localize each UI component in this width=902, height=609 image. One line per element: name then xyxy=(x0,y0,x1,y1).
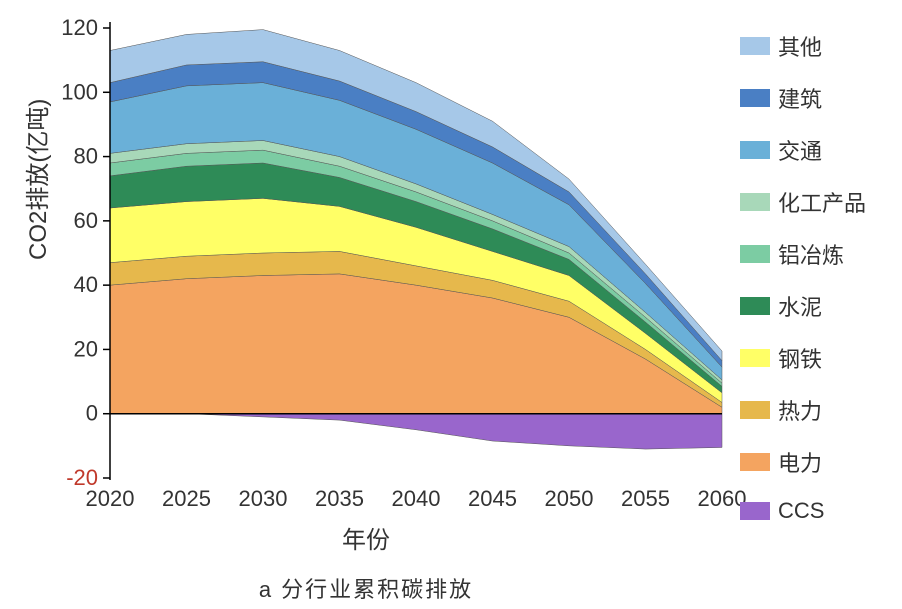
y-axis-label: CO2排放(亿吨) xyxy=(18,99,53,260)
y-tick-label: 120 xyxy=(61,15,98,40)
legend-swatch xyxy=(740,37,770,55)
legend-item-chemical: 化工产品 xyxy=(740,186,880,218)
legend-label: 电力 xyxy=(778,446,822,478)
legend-swatch xyxy=(740,297,770,315)
y-tick-label: 60 xyxy=(74,208,98,233)
x-tick-label: 2050 xyxy=(545,486,594,511)
legend-swatch xyxy=(740,401,770,419)
x-tick-label: 2055 xyxy=(621,486,670,511)
x-tick-label: 2020 xyxy=(86,486,135,511)
legend-item-steel: 钢铁 xyxy=(740,342,880,374)
y-tick-label: 0 xyxy=(86,401,98,426)
y-tick-label: 100 xyxy=(61,79,98,104)
legend-swatch xyxy=(740,141,770,159)
y-tick-label: 80 xyxy=(74,144,98,169)
y-tick-label: 40 xyxy=(74,272,98,297)
legend-label: 钢铁 xyxy=(778,342,822,374)
legend-item-building: 建筑 xyxy=(740,82,880,114)
chart-container: -200204060801001202020202520302035204020… xyxy=(0,0,902,609)
legend-swatch xyxy=(740,349,770,367)
legend-label: 交通 xyxy=(778,134,822,166)
legend-swatch xyxy=(740,89,770,107)
legend-item-power: 电力 xyxy=(740,446,880,478)
x-tick-label: 2030 xyxy=(239,486,288,511)
legend-label: 铝冶炼 xyxy=(778,238,844,270)
legend-label: 热力 xyxy=(778,394,822,426)
legend-item-aluminum: 铝冶炼 xyxy=(740,238,880,270)
legend-item-heat: 热力 xyxy=(740,394,880,426)
legend-label: 其他 xyxy=(778,30,822,62)
legend-label: 化工产品 xyxy=(778,186,866,218)
legend-item-cement: 水泥 xyxy=(740,290,880,322)
legend: 其他建筑交通化工产品铝冶炼水泥钢铁热力电力 CCS xyxy=(740,30,880,544)
legend-item-other: 其他 xyxy=(740,30,880,62)
legend-label: CCS xyxy=(778,498,824,524)
x-axis-label: 年份 xyxy=(0,520,732,555)
x-tick-label: 2035 xyxy=(315,486,364,511)
legend-label: 水泥 xyxy=(778,290,822,322)
legend-swatch xyxy=(740,245,770,263)
x-tick-label: 2040 xyxy=(392,486,441,511)
y-tick-label: 20 xyxy=(74,336,98,361)
legend-swatch xyxy=(740,502,770,520)
area-ccs xyxy=(110,414,722,449)
x-tick-label: 2045 xyxy=(468,486,517,511)
legend-swatch xyxy=(740,453,770,471)
x-tick-label: 2025 xyxy=(162,486,211,511)
legend-label: 建筑 xyxy=(778,82,822,114)
legend-swatch xyxy=(740,193,770,211)
legend-item-ccs: CCS xyxy=(740,498,880,524)
legend-item-transport: 交通 xyxy=(740,134,880,166)
chart-caption: a 分行业累积碳排放 xyxy=(0,572,732,604)
